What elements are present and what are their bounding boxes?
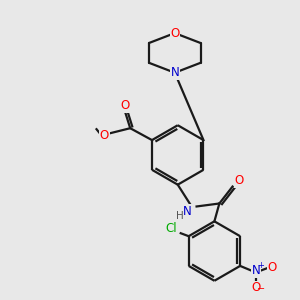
Text: O: O <box>251 281 261 294</box>
Text: H: H <box>176 212 184 221</box>
Text: O: O <box>267 261 277 274</box>
Text: Cl: Cl <box>165 222 177 235</box>
Text: N: N <box>252 264 260 278</box>
Text: −: − <box>257 284 265 294</box>
Text: +: + <box>257 261 264 270</box>
Text: O: O <box>100 129 109 142</box>
Text: O: O <box>121 99 130 112</box>
Text: N: N <box>183 205 192 218</box>
Text: O: O <box>170 27 179 40</box>
Text: N: N <box>170 66 179 79</box>
Text: O: O <box>235 174 244 187</box>
